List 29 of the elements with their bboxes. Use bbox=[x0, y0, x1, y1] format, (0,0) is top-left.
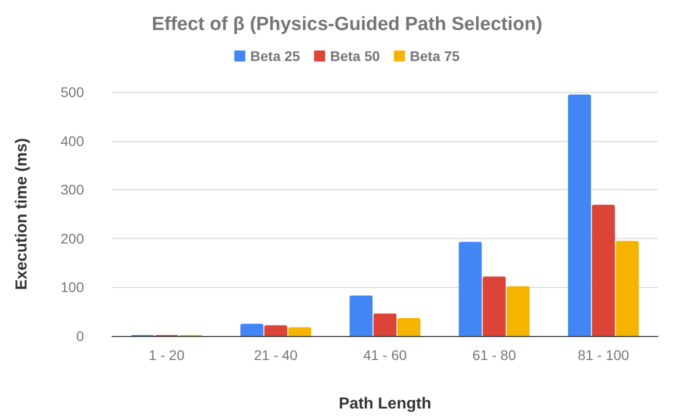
bar bbox=[240, 324, 264, 336]
bar bbox=[374, 314, 396, 336]
bar bbox=[350, 295, 373, 336]
legend-label: Beta 50 bbox=[330, 48, 380, 64]
y-tick-label: 400 bbox=[60, 132, 84, 149]
x-axis-title: Path Length bbox=[338, 396, 432, 412]
legend-label: Beta 25 bbox=[250, 48, 300, 64]
bar bbox=[458, 242, 482, 336]
legend-label: Beta 75 bbox=[410, 48, 460, 64]
bar bbox=[482, 276, 506, 336]
x-tick-label: 41 - 60 bbox=[363, 347, 408, 363]
bar bbox=[568, 94, 591, 336]
bar bbox=[506, 286, 530, 336]
x-tick-label: 1 - 20 bbox=[148, 347, 185, 363]
bar bbox=[592, 204, 615, 336]
x-tick-label: 61 - 80 bbox=[472, 347, 516, 363]
y-tick-label: 300 bbox=[60, 182, 84, 198]
y-tick-label: 0 bbox=[76, 328, 84, 344]
bar bbox=[616, 240, 639, 336]
x-tick-label: 21 - 40 bbox=[254, 347, 298, 363]
bar bbox=[397, 318, 420, 336]
y-tick-label: 200 bbox=[60, 230, 84, 246]
chart-title: Effect of β (Physics-Guided Path Selection) bbox=[152, 14, 542, 35]
bar bbox=[288, 327, 312, 336]
x-tick-label: 81 - 100 bbox=[578, 347, 630, 363]
y-axis-title: Execution time (ms) bbox=[14, 138, 30, 290]
y-tick-label: 100 bbox=[60, 279, 84, 296]
y-tick-label: 500 bbox=[60, 84, 84, 100]
bar bbox=[264, 325, 288, 336]
